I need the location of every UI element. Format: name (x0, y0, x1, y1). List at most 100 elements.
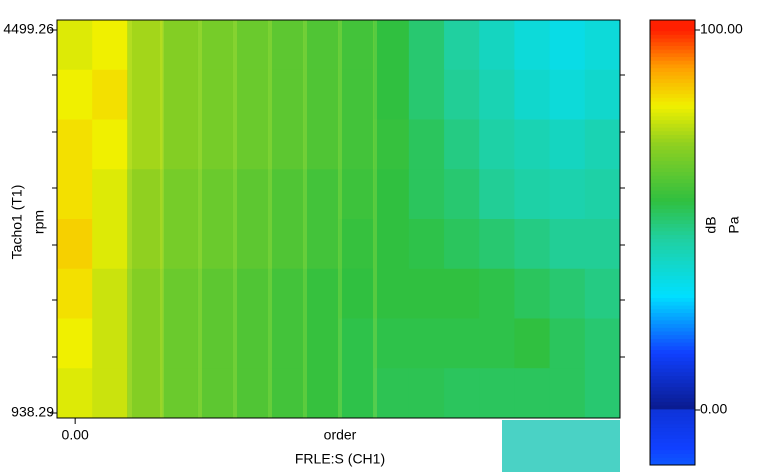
heat-cell (92, 169, 128, 220)
heat-cell (408, 268, 445, 319)
colorbar-step (650, 327, 695, 332)
axis-ticks (52, 74, 625, 358)
heat-cell (268, 20, 304, 71)
heat-cell (197, 219, 234, 270)
colorbar-step (650, 409, 695, 414)
colorbar-step (650, 235, 695, 240)
colorbar-step (650, 431, 695, 436)
heat-cell (162, 20, 199, 71)
colorbar-step (650, 461, 695, 466)
colorbar-step (650, 179, 695, 184)
heat-cell (479, 268, 515, 319)
colorbar-step (650, 27, 695, 32)
colorbar-step (650, 227, 695, 232)
colorbar-tick-label: 0.00 (700, 401, 727, 417)
colorbar-unit: Pa (726, 216, 742, 233)
colorbar-step (650, 264, 695, 269)
heat-cell (92, 69, 128, 120)
heat-cell (479, 20, 515, 71)
heat-cell (408, 119, 445, 170)
colorbar-step (650, 183, 695, 188)
heat-cell (514, 368, 551, 419)
x-axis-label: order (324, 427, 357, 443)
heat-cell (127, 368, 164, 419)
colorbar-step (650, 275, 695, 281)
colorbar-step (650, 338, 695, 344)
heat-cell (303, 219, 339, 270)
heat-cell (408, 219, 445, 270)
heat-cell (303, 169, 339, 220)
heat-cell (479, 219, 515, 270)
heat-cell (338, 219, 375, 270)
colorbar-step (650, 427, 695, 433)
heat-cell (303, 318, 339, 369)
colorbar-step (650, 97, 695, 103)
colorbar-step (650, 249, 695, 255)
colorbar-step (650, 439, 695, 444)
colorbar-step (650, 116, 695, 121)
heat-cell (444, 20, 480, 71)
heat-cell (479, 119, 515, 170)
heat-cell (232, 169, 269, 220)
colorbar-step (650, 368, 695, 373)
heat-cell (232, 69, 269, 120)
heat-cell (197, 69, 234, 120)
colorbar-tick-label: 100.00 (700, 21, 743, 37)
colorbar-step (650, 394, 695, 399)
heat-cell (479, 368, 515, 419)
heat-cell (584, 119, 621, 170)
colorbar-step (650, 364, 695, 370)
heat-cell (268, 368, 304, 419)
colorbar-step (650, 23, 695, 28)
colorbar-frame (649, 19, 696, 466)
order-stripes (128, 20, 377, 418)
colorbar-step (650, 101, 695, 106)
heat-cell (373, 119, 410, 170)
colorbar-step (650, 383, 695, 388)
colorbar-step (650, 205, 695, 210)
heat-cell (197, 169, 234, 220)
colorbar-step (650, 164, 695, 169)
heat-cell (444, 268, 480, 319)
heat-cell (127, 268, 164, 319)
colorbar-step (650, 305, 695, 310)
colorbar-step (650, 353, 695, 358)
heat-cell (303, 119, 339, 170)
heat-cell (514, 20, 551, 71)
colorbar-step (650, 157, 695, 162)
heat-cell (268, 268, 304, 319)
colorbar-step (650, 390, 695, 396)
heat-cell (373, 368, 410, 419)
colorbar-step (650, 134, 695, 140)
colorbar-step (650, 238, 695, 243)
colorbar-step (650, 146, 695, 151)
heat-cell (479, 169, 515, 220)
x-axis-title: FRLE:S (CH1) (295, 451, 385, 467)
heat-cell (514, 119, 551, 170)
heat-cell (268, 119, 304, 170)
heat-cell (373, 169, 410, 220)
heat-cell (338, 318, 375, 369)
heat-cell (549, 169, 586, 220)
colorbar-step (650, 316, 695, 321)
heat-cell (162, 119, 199, 170)
colorbar (649, 19, 700, 466)
colorbar-step (650, 401, 695, 407)
heat-cell (197, 119, 234, 170)
colorbar-step (650, 324, 695, 329)
colorbar-step (650, 309, 695, 314)
colorbar-step (650, 405, 695, 410)
heat-cell (584, 20, 621, 71)
heat-cell (338, 169, 375, 220)
colorbar-step (650, 220, 695, 225)
heat-cell (514, 268, 551, 319)
colorbar-step (650, 231, 695, 236)
heat-cell (444, 119, 480, 170)
colorbar-step (650, 350, 695, 355)
colorbar-step (650, 376, 695, 381)
heat-cell (549, 119, 586, 170)
heat-cell (57, 368, 93, 419)
colorbar-step (650, 57, 695, 62)
thumbnail (502, 420, 620, 472)
colorbar-step (650, 212, 695, 218)
